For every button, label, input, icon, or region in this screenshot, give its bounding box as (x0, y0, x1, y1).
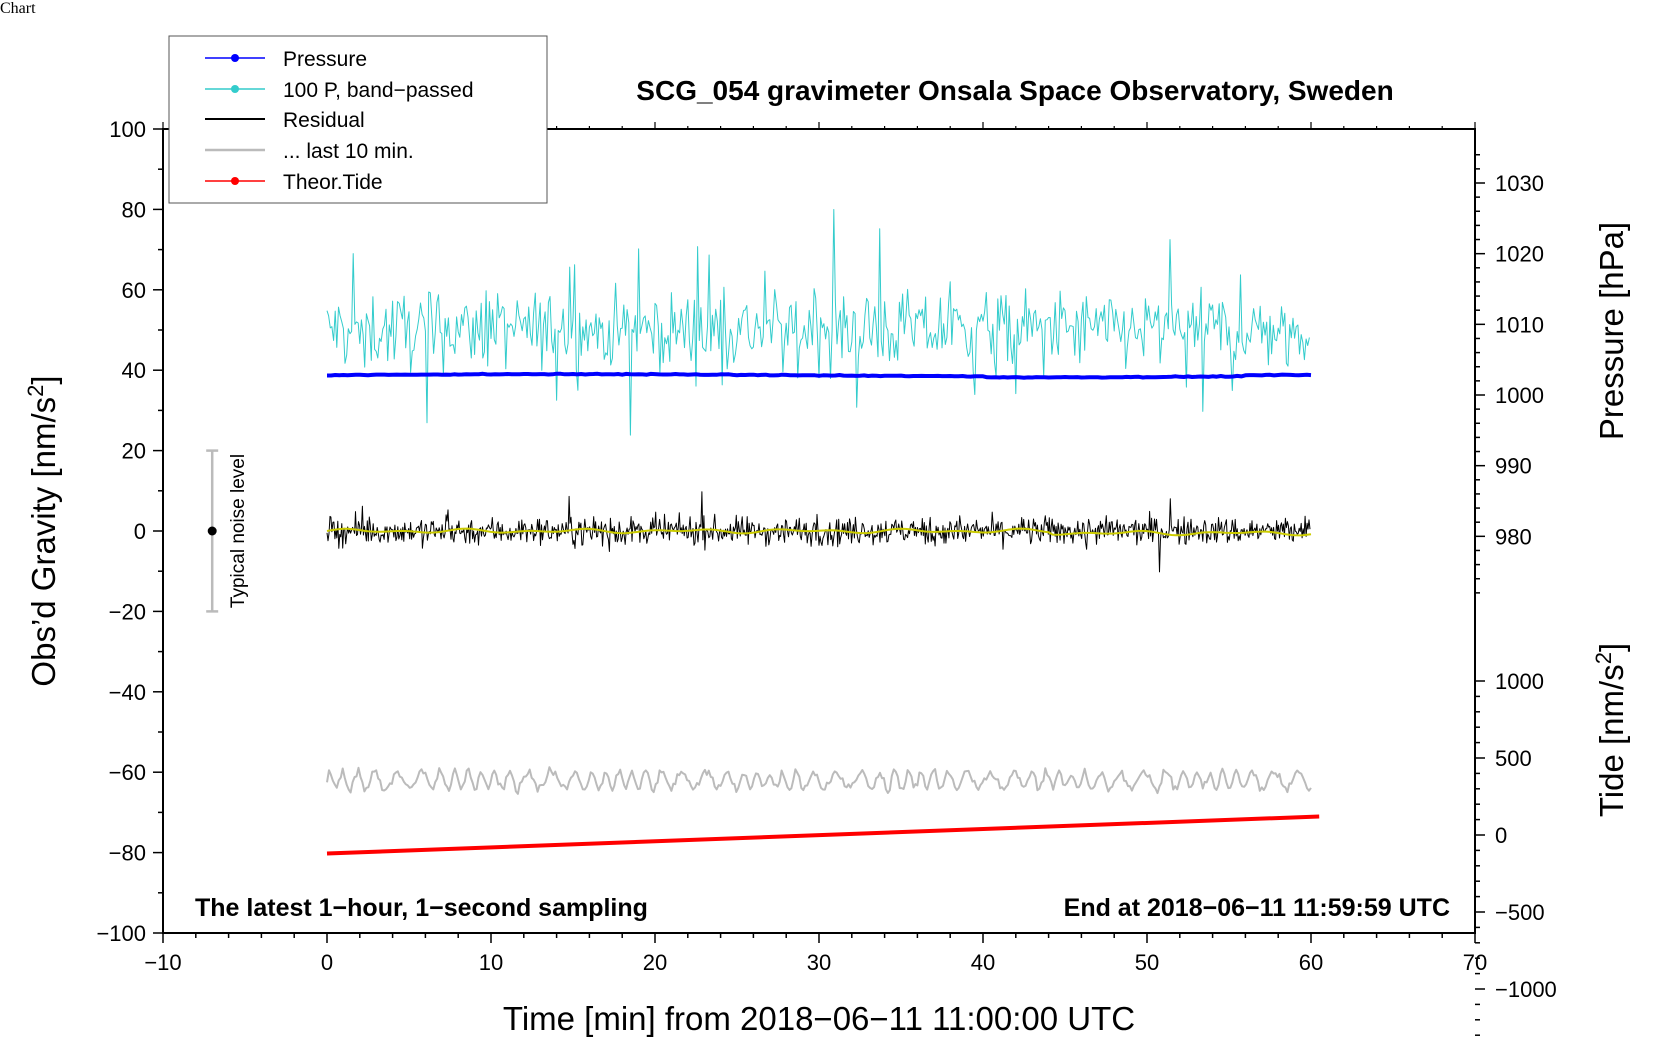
legend-label-last-10-min: ... last 10 min. (283, 140, 414, 163)
legend-item-theor-tide: Theor.Tide (205, 171, 383, 194)
chart-title: SCG_054 gravimeter Onsala Space Observat… (636, 75, 1393, 106)
legend: Pressure 100 P, band−passed Residual ...… (168, 35, 548, 204)
y-tick-label: 0 (134, 519, 146, 544)
legend-item-pressure: Pressure (205, 48, 367, 71)
legend-label-band-passed: 100 P, band−passed (283, 79, 474, 102)
y-tick-label: −80 (109, 841, 146, 866)
axis-layer: −10 0 10 20 30 40 50 60 70−100−80−60−40−20020406… (96, 117, 1557, 1036)
x-tick-label: 10 (479, 950, 503, 975)
pressure-tick-label: 1030 (1495, 171, 1544, 196)
legend-label-theor-tide: Theor.Tide (283, 171, 383, 194)
x-tick-label: 0 (321, 950, 333, 975)
tide-tick-label: 0 (1495, 823, 1507, 848)
series-band-passed-pressure (326, 209, 1310, 436)
legend-marker-pressure (231, 54, 239, 62)
pressure-tick-label: 1000 (1495, 383, 1544, 408)
legend-item-residual: Residual (205, 109, 365, 132)
y-tick-label: −100 (96, 921, 146, 946)
x-axis-title: Time [min] from 2018−06−11 11:00:00 UTC (503, 1000, 1135, 1037)
noise-indicator: Typical noise level (206, 449, 249, 613)
annotation-sampling: The latest 1−hour, 1−second sampling (195, 894, 648, 922)
x-tick-label: −10 (144, 950, 181, 975)
series-pressure (327, 371, 1312, 380)
legend-marker-band-passed (231, 85, 239, 93)
series-residual-smoothed (326, 527, 1312, 537)
y-tick-label: −20 (109, 599, 146, 624)
legend-label-residual: Residual (283, 109, 365, 132)
legend-marker-theor-tide (231, 177, 239, 185)
y-tick-label: 100 (109, 117, 146, 142)
y-axis-title-pressure: Pressure [hPa] (1593, 222, 1630, 440)
tide-tick-label: −1000 (1495, 977, 1557, 1002)
gravimeter-chart: −10 0 10 20 30 40 50 60 70−100−80−60−40−20020406… (0, 18, 1660, 1038)
y-tick-label: −60 (109, 760, 146, 785)
legend-item-last-10-min: ... last 10 min. (205, 140, 414, 163)
x-tick-label: 60 (1299, 950, 1323, 975)
tide-tick-label: −500 (1495, 900, 1545, 925)
x-tick-label: 20 (643, 950, 667, 975)
x-tick-label: 30 (807, 950, 831, 975)
legend-item-band-passed: 100 P, band−passed (205, 79, 474, 102)
x-tick-label: 70 (1463, 950, 1487, 975)
noise-dot (207, 526, 217, 536)
series-last-10-min (326, 766, 1312, 795)
pressure-tick-label: 1010 (1495, 312, 1544, 337)
y-tick-label: 80 (122, 197, 146, 222)
annotation-end-time: End at 2018−06−11 11:59:59 UTC (1064, 894, 1450, 922)
series-layer (326, 209, 1320, 856)
pressure-tick-label: 1020 (1495, 242, 1544, 267)
y-tick-label: 60 (122, 278, 146, 303)
tide-tick-label: 1000 (1495, 669, 1544, 694)
pressure-tick-label: 980 (1495, 524, 1532, 549)
tide-tick-label: 500 (1495, 746, 1532, 771)
y-tick-label: −40 (109, 680, 146, 705)
legend-label-pressure: Pressure (283, 48, 367, 71)
y-tick-label: 20 (122, 439, 146, 464)
pressure-tick-label: 990 (1495, 454, 1532, 479)
y-tick-label: 40 (122, 358, 146, 383)
x-tick-label: 50 (1135, 950, 1159, 975)
series-theor-tide (326, 814, 1320, 856)
y-axis-title-tide: Tide [nm/s2] (1591, 643, 1630, 817)
y-axis-title-gravity: Obs’d Gravity [nm/s2] (23, 375, 62, 686)
series-residual (326, 491, 1311, 573)
x-tick-label: 40 (971, 950, 995, 975)
noise-label: Typical noise level (228, 454, 249, 608)
